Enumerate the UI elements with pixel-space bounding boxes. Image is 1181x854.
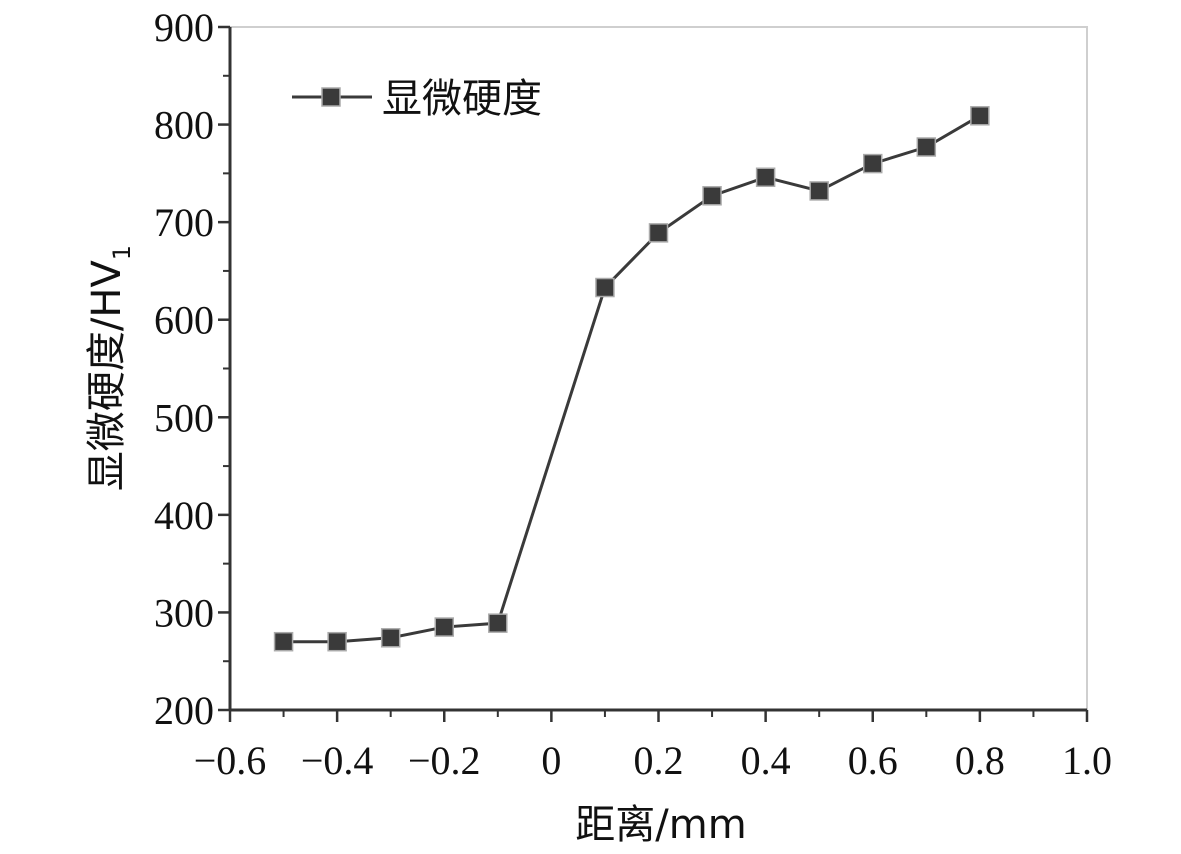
y-axis-title-main: 显微硬度/HV [84, 260, 130, 492]
y-tick-label: 900 [154, 5, 214, 50]
y-axis-title-subscript: 1 [108, 245, 136, 260]
data-point-marker [488, 613, 508, 633]
y-tick-label: 500 [154, 395, 214, 440]
x-tick-label: 1.0 [1062, 738, 1112, 783]
data-point-marker [755, 167, 776, 188]
data-point-marker [434, 617, 454, 637]
x-axis-title: 距离/mm [575, 802, 746, 848]
x-tick-label: −0.2 [408, 738, 481, 783]
x-tick-label: −0.4 [301, 738, 374, 783]
data-point-marker [648, 223, 669, 243]
data-point-marker [970, 106, 990, 126]
x-tick-label: −0.6 [194, 738, 267, 783]
y-tick-label: 800 [154, 103, 214, 148]
x-tick-label: 0 [541, 738, 561, 783]
y-tick-label: 300 [154, 590, 214, 635]
legend-label: 显微硬度 [382, 76, 542, 122]
legend-marker [321, 87, 341, 107]
y-tick-label: 600 [154, 298, 214, 343]
data-point-marker [863, 153, 883, 174]
data-point-marker [809, 181, 829, 201]
x-tick-label: 0.8 [955, 738, 1005, 783]
data-point-marker [595, 277, 615, 298]
data-point-marker [273, 631, 294, 652]
data-point-marker [916, 137, 937, 157]
data-point-marker [327, 631, 347, 652]
x-tick-label: 0.4 [741, 738, 791, 783]
y-tick-label: 400 [154, 493, 214, 538]
series-line [283, 114, 981, 644]
y-tick-label: 200 [154, 688, 214, 733]
data-point-marker [380, 628, 401, 648]
x-tick-label: 0.6 [848, 738, 898, 783]
x-tick-label: 0.2 [634, 738, 684, 783]
data-point-marker [702, 186, 722, 206]
y-axis-title: 显微硬度/HV1 [84, 245, 136, 491]
y-tick-label: 700 [154, 200, 214, 245]
